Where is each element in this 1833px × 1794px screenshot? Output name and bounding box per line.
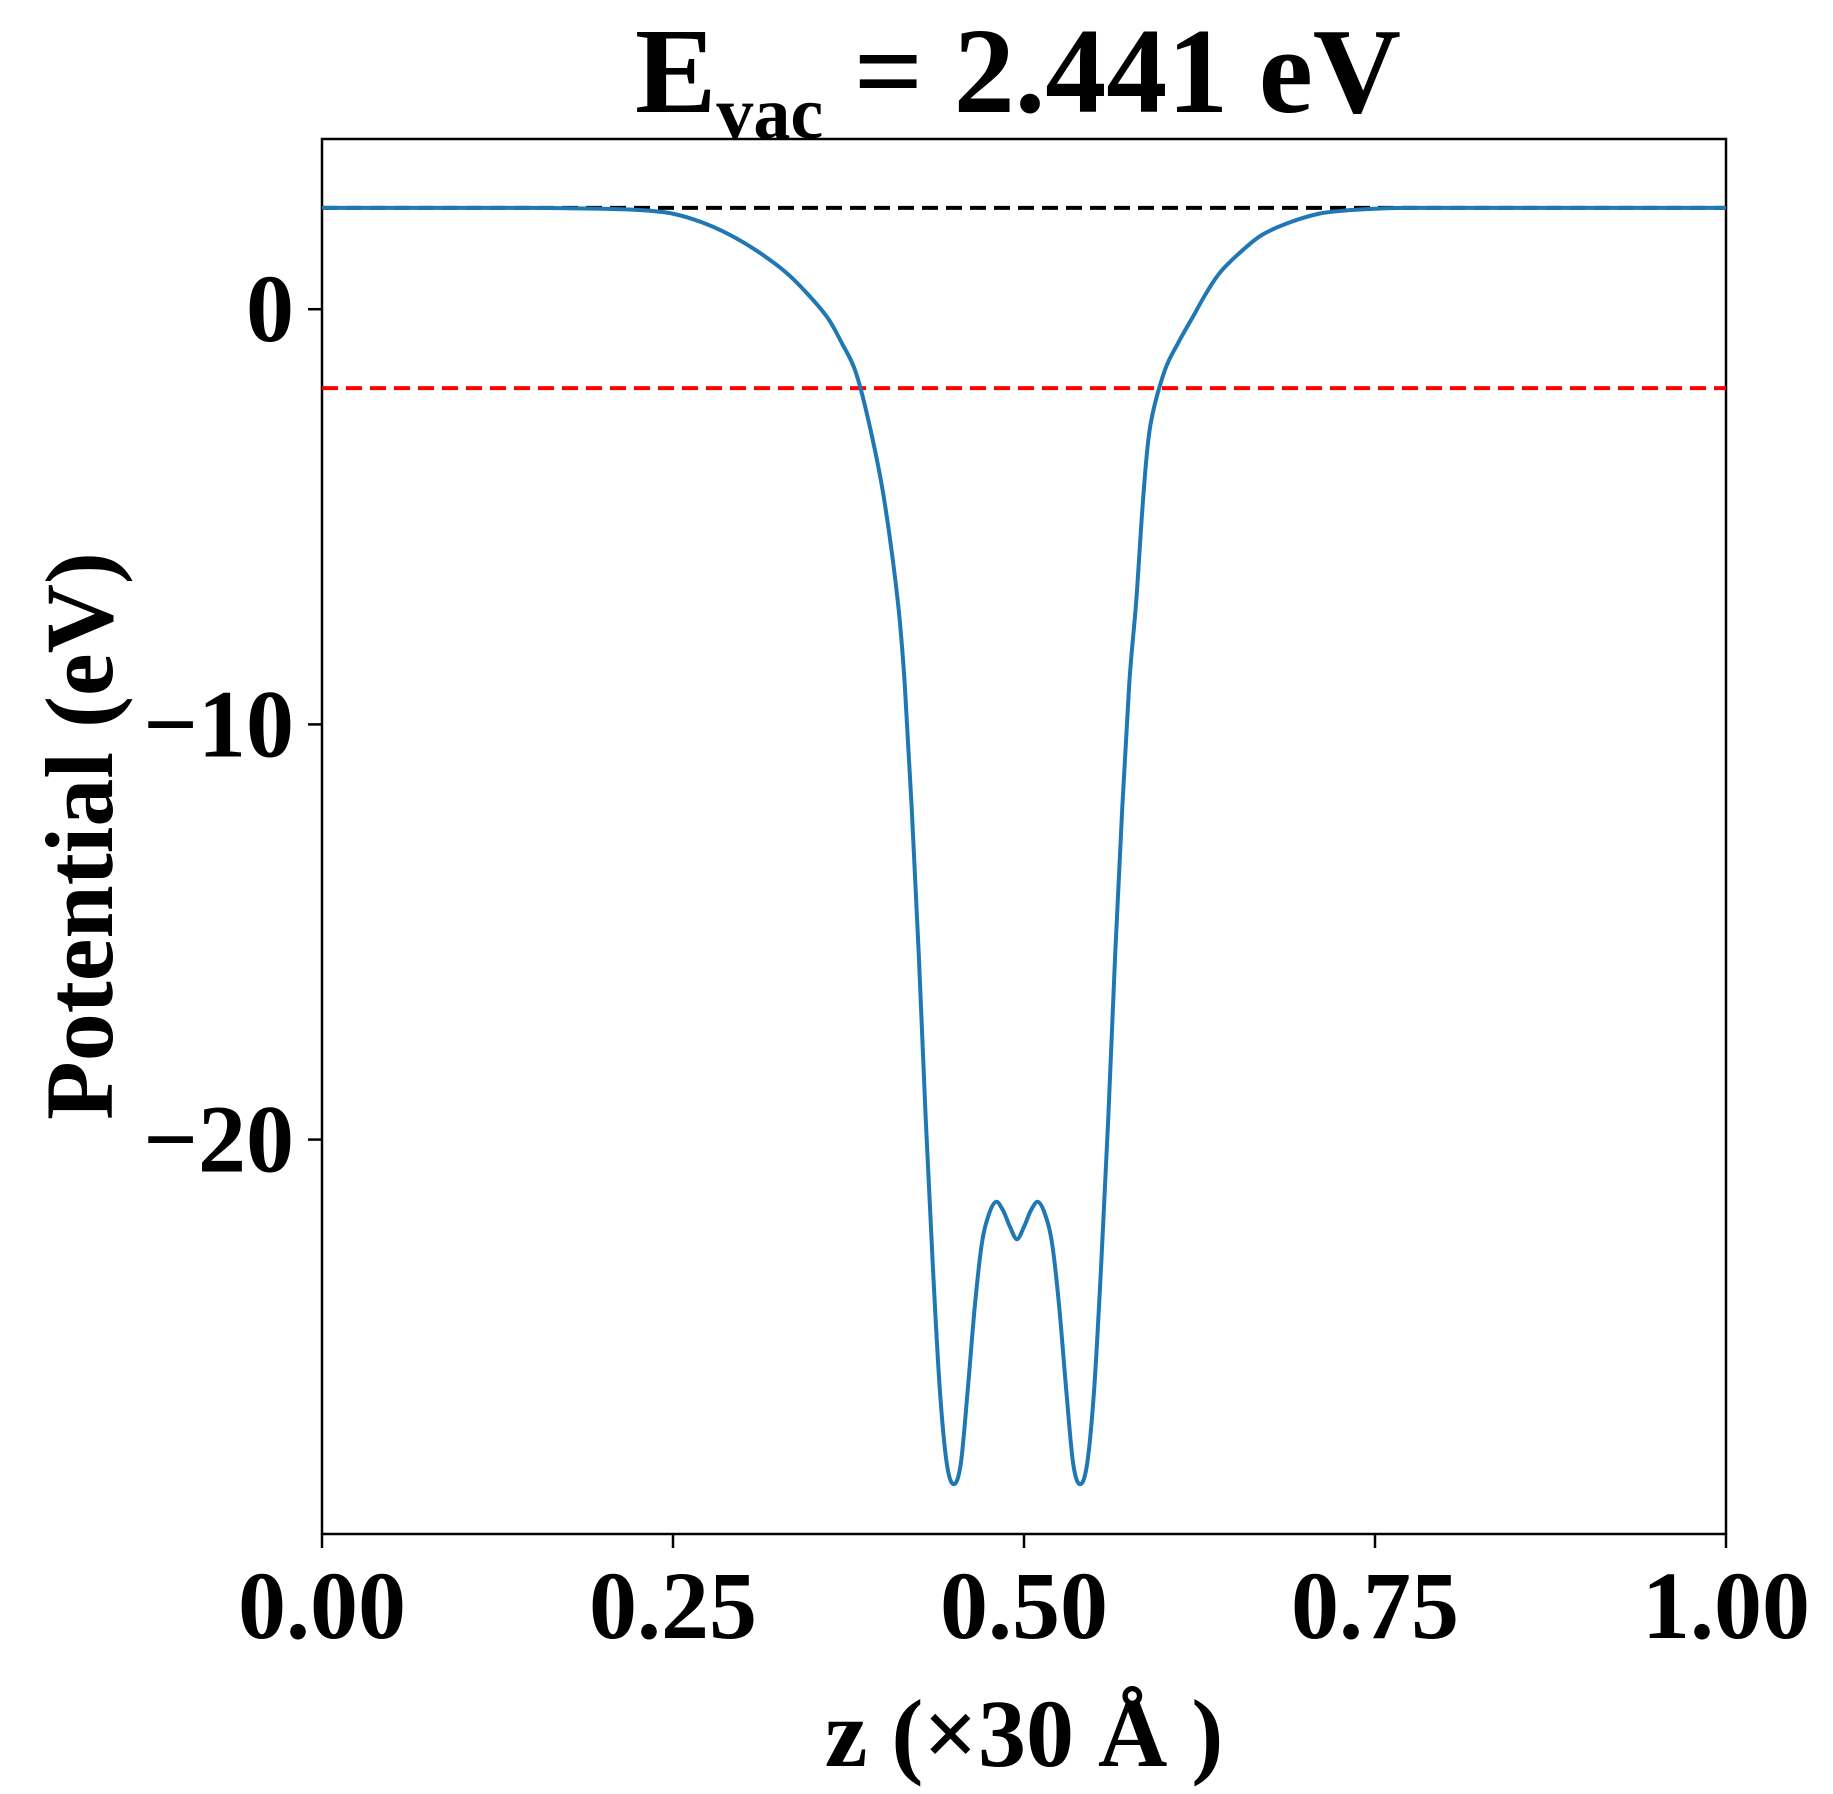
x-tick-label-3: 0.75 [1291, 1552, 1459, 1659]
series-line-0 [321, 205, 1726, 1487]
plot-frame [320, 137, 1728, 1536]
x-axis-label: z (×30 Å ) [825, 1680, 1224, 1787]
y-axis-label: Potential (eV) [26, 552, 133, 1120]
reference-lines [322, 205, 1726, 391]
x-tick-label-4: 1.00 [1642, 1552, 1810, 1659]
y-tick-label-2: −20 [143, 1086, 294, 1193]
chart-title-subscript: vac [716, 73, 823, 155]
x-axis-ticks: 0.00 0.25 0.50 0.75 1.00 [238, 1534, 1810, 1659]
x-tick-label-1: 0.25 [589, 1552, 757, 1659]
chart-title-main: E [635, 4, 716, 139]
series-group [321, 205, 1726, 1487]
x-tick-label-0: 0.00 [238, 1552, 406, 1659]
chart-title: Evac = 2.441 eV [635, 4, 1401, 155]
chart-title-rest: = 2.441 eV [823, 4, 1401, 139]
y-tick-label-0: 0 [246, 255, 294, 362]
y-tick-label-1: −10 [143, 670, 294, 777]
y-axis-ticks: 0 −10 −20 [143, 255, 322, 1193]
x-tick-label-2: 0.50 [940, 1552, 1108, 1659]
